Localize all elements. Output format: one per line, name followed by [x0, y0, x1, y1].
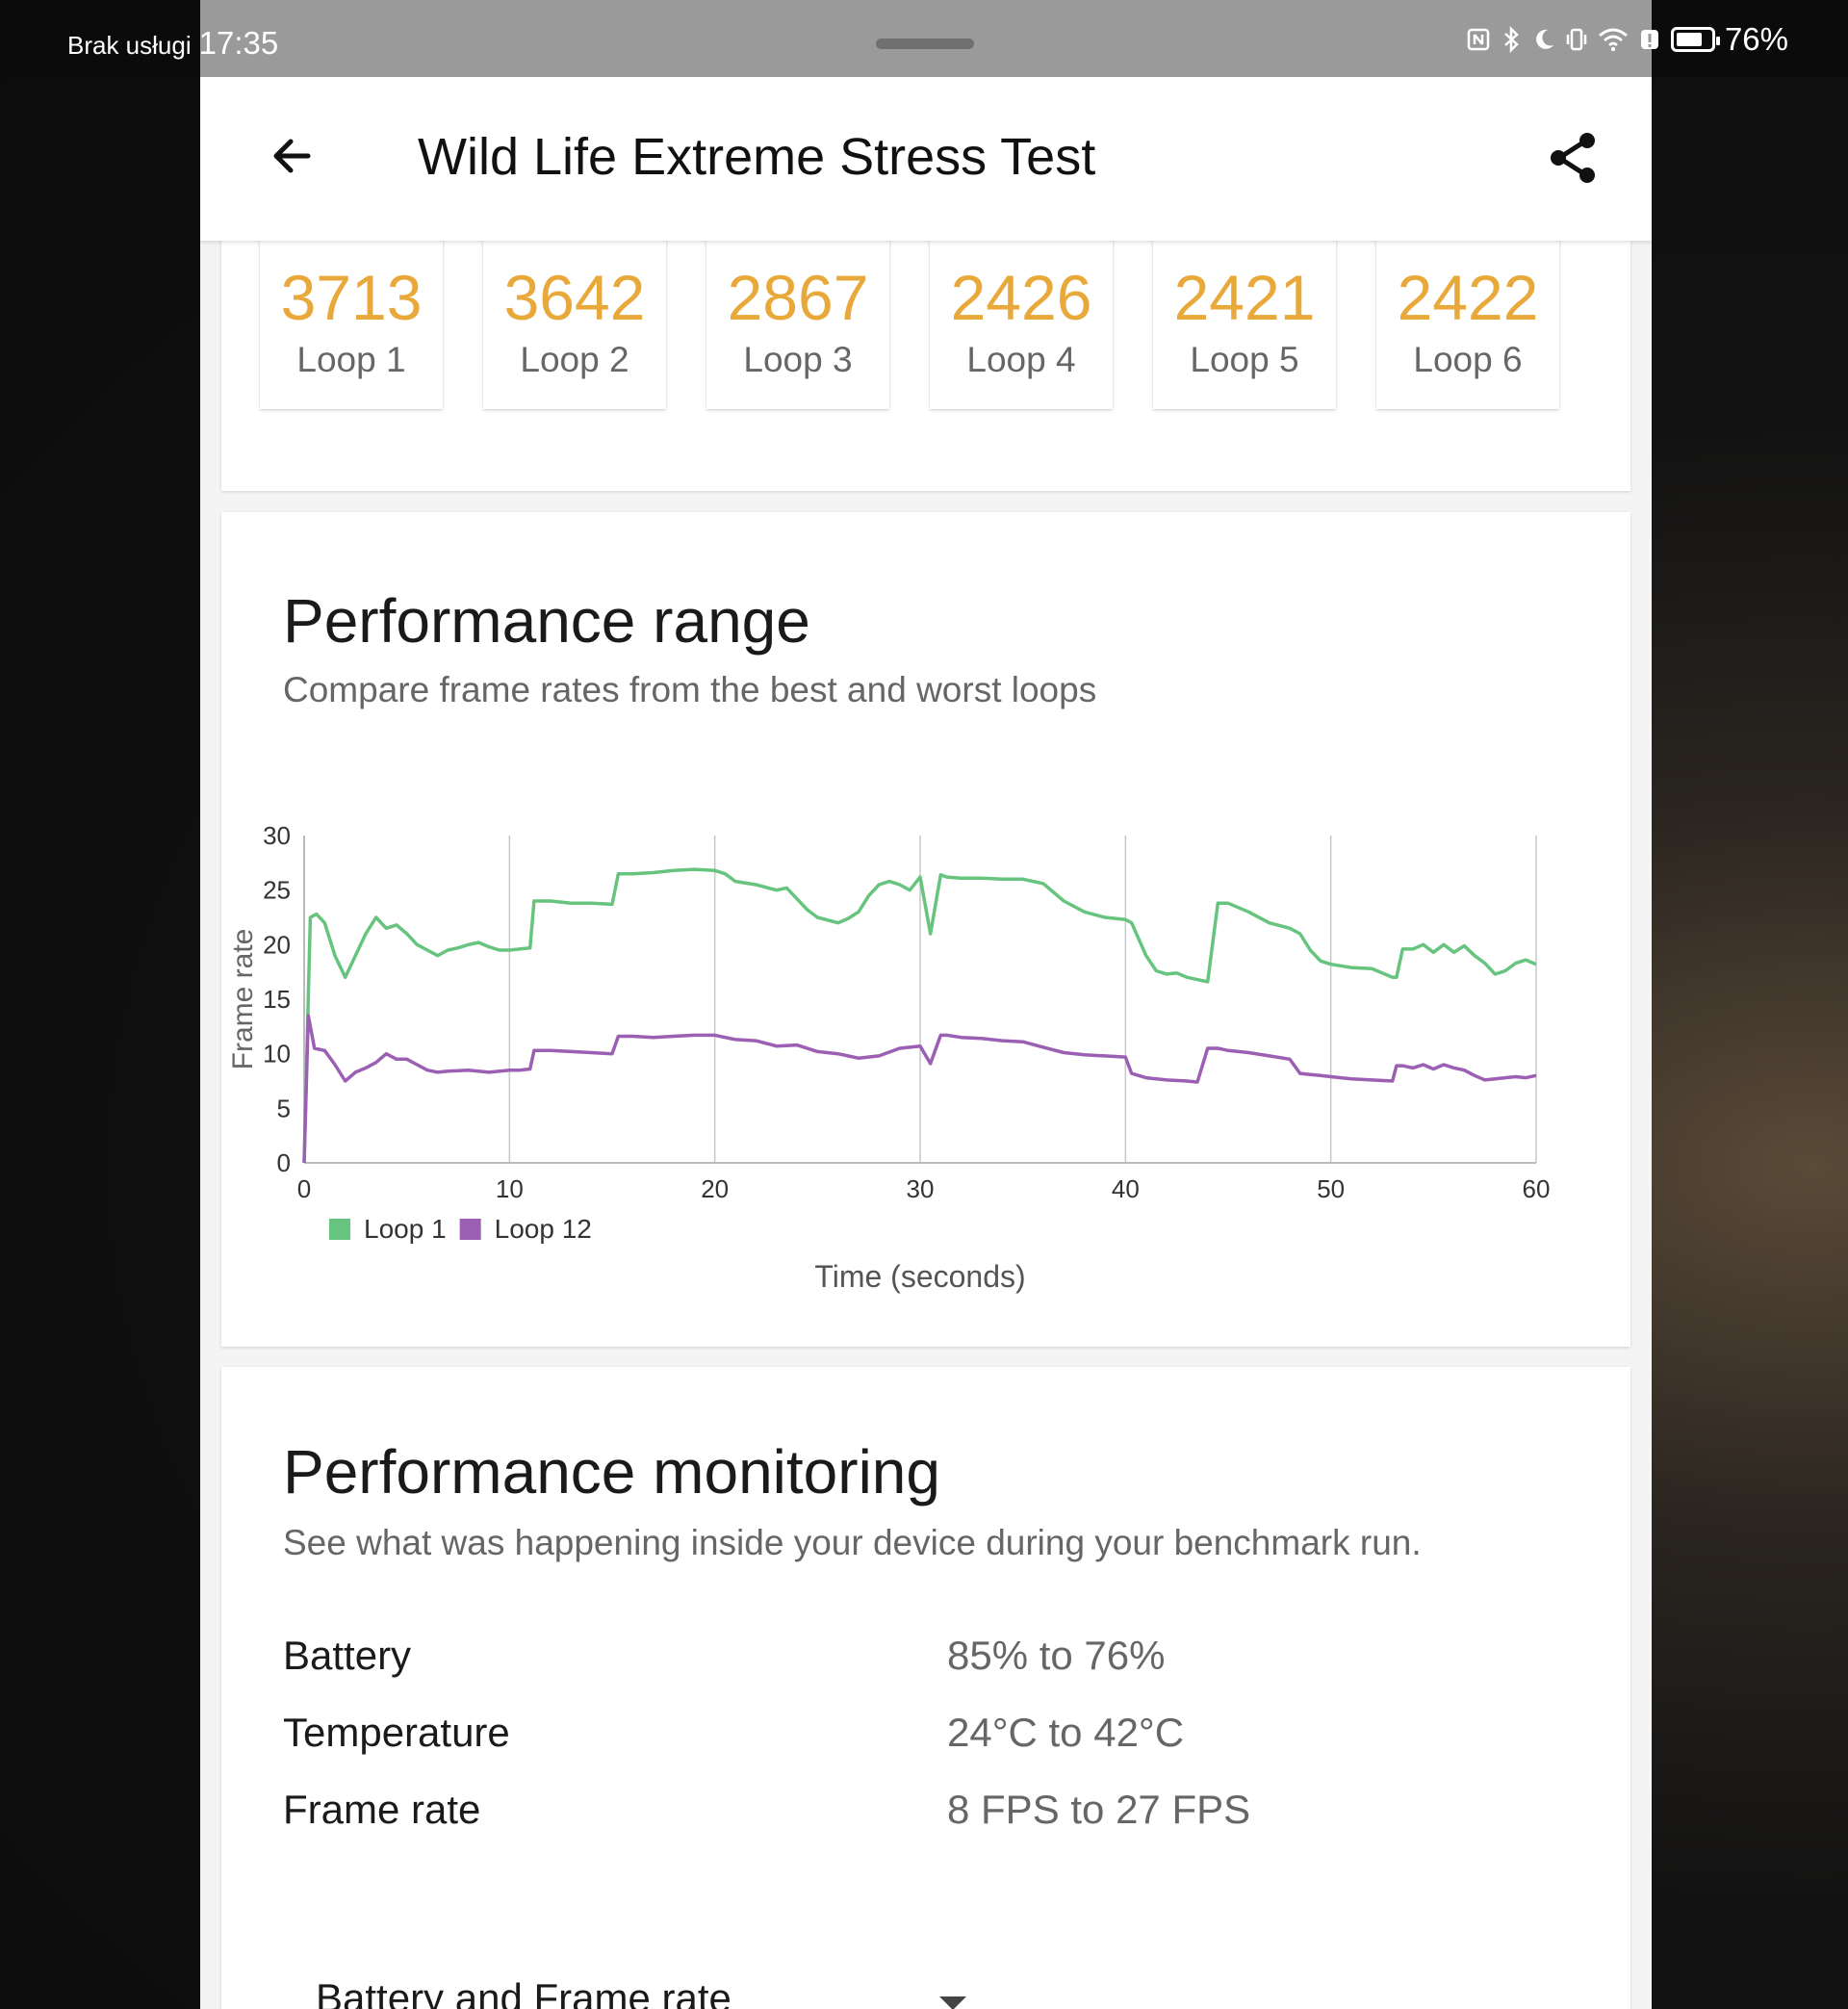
section-subtitle: See what was happening inside your devic…: [283, 1523, 1422, 1562]
loop-score: 2867: [727, 262, 869, 333]
legend-label-2: Loop 12: [495, 1214, 592, 1244]
app-bar: Wild Life Extreme Stress Test: [200, 77, 1652, 241]
loop-score: 3642: [503, 262, 646, 333]
wifi-icon: [1599, 28, 1628, 52]
x-tick-label: 30: [907, 1174, 935, 1203]
loop-label: Loop 4: [966, 340, 1076, 379]
y-tick-label: 5: [277, 1094, 291, 1122]
arrow-left-icon[interactable]: [266, 129, 320, 183]
dropdown-value: Battery and Frame rate: [316, 1975, 732, 2009]
battery-icon: [1670, 27, 1720, 52]
loop-score: 2421: [1173, 262, 1316, 333]
legend-swatch-1: [329, 1219, 350, 1240]
vibrate-icon: [1566, 28, 1587, 51]
x-tick-label: 60: [1523, 1174, 1551, 1203]
metric-value-battery: 85% to 76%: [947, 1633, 1166, 1678]
battery-fill: [1676, 33, 1702, 46]
series-line-2: [302, 1014, 1537, 1164]
x-tick-label: 10: [496, 1174, 524, 1203]
series-line-1: [302, 867, 1537, 1164]
dropdown-arrow-icon: [939, 1996, 966, 2009]
performance-monitoring-card: Performance monitoring See what was happ…: [221, 1367, 1630, 2009]
x-tick-label: 0: [297, 1174, 311, 1203]
y-tick-label: 0: [277, 1148, 291, 1177]
loop-label: Loop 2: [520, 340, 629, 379]
bluetooth-icon: [1504, 26, 1519, 53]
legend-swatch-2: [459, 1219, 481, 1240]
alert-icon: [1640, 30, 1658, 49]
loop-scores: 3713 Loop 1 3642 Loop 2 2867 Loop 3 2426…: [260, 236, 1584, 409]
status-right: 76%: [1467, 21, 1788, 58]
x-tick-label: 20: [701, 1174, 729, 1203]
metric-label-frame-rate: Frame rate: [283, 1787, 481, 1832]
loop-label: Loop 6: [1413, 340, 1523, 379]
drag-handle[interactable]: [876, 39, 974, 49]
y-tick-label: 15: [263, 985, 291, 1014]
section-title: Performance range: [283, 586, 810, 656]
y-tick-label: 20: [263, 930, 291, 959]
metric-value-frame-rate: 8 FPS to 27 FPS: [947, 1787, 1251, 1832]
loop-tile-4[interactable]: 2426 Loop 4: [930, 236, 1113, 409]
legend-label-1: Loop 1: [364, 1214, 447, 1244]
section-subtitle: Compare frame rates from the best and wo…: [283, 670, 1097, 709]
nfc-icon: [1467, 28, 1490, 51]
x-axis-label: Time (seconds): [814, 1259, 1025, 1294]
loop-tile-2[interactable]: 3642 Loop 2: [483, 236, 666, 409]
loop-label: Loop 1: [296, 340, 406, 379]
loop-tile-1[interactable]: 3713 Loop 1: [260, 236, 443, 409]
moon-icon: [1536, 29, 1553, 49]
y-tick-label: 25: [263, 876, 291, 905]
y-tick-label: 10: [263, 1040, 291, 1069]
carrier-text: Brak usługi: [67, 31, 192, 60]
loop-score: 2422: [1397, 262, 1539, 333]
app-window: Wild Life Extreme Stress Test 3713 Loop …: [200, 77, 1652, 2009]
chart-type-dropdown[interactable]: Battery and Frame rate: [293, 1964, 1005, 2009]
metric-label-battery: Battery: [283, 1633, 412, 1678]
frame-rate-chart: 0 10 20 30 40 50 60 0 5 10 15 20 25 30 Frame rate Loop …: [227, 821, 1551, 1294]
x-tick-label: 50: [1317, 1174, 1345, 1203]
y-axis-label: Frame rate: [227, 929, 259, 1070]
status-left: Brak usługi 17:35: [67, 25, 278, 62]
loop-tile-6[interactable]: 2422 Loop 6: [1376, 236, 1559, 409]
loop-score: 2426: [950, 262, 1092, 333]
page-title: Wild Life Extreme Stress Test: [418, 128, 1096, 186]
x-tick-label: 40: [1112, 1174, 1140, 1203]
y-tick-label: 30: [263, 821, 291, 850]
metric-label-temperature: Temperature: [283, 1710, 510, 1755]
performance-range-card: Performance range Compare frame rates fr…: [221, 512, 1630, 1347]
metric-value-temperature: 24°C to 42°C: [947, 1710, 1185, 1755]
loop-label: Loop 3: [743, 340, 853, 379]
loop-tile-3[interactable]: 2867 Loop 3: [706, 236, 889, 409]
clock: 17:35: [198, 25, 279, 61]
loop-label: Loop 5: [1190, 340, 1299, 379]
loop-score: 3713: [280, 262, 423, 333]
status-bar: Brak usługi 17:35 76%: [0, 0, 1848, 77]
share-icon[interactable]: [1544, 129, 1602, 187]
loop-tile-5[interactable]: 2421 Loop 5: [1153, 236, 1336, 409]
battery-percent: 76%: [1724, 21, 1788, 57]
section-title: Performance monitoring: [283, 1437, 940, 1507]
